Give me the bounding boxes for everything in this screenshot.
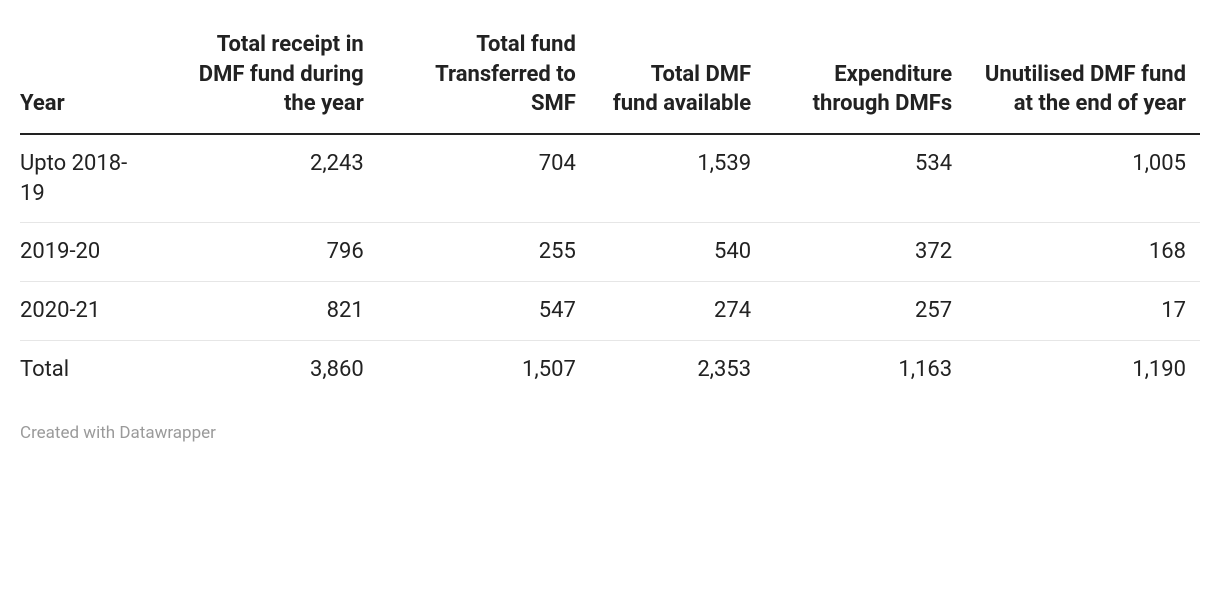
cell-value: 1,190 xyxy=(966,340,1200,398)
col-header-receipt: Total receipt in DMF fund during the yea… xyxy=(154,20,378,134)
table-row-total: Total 3,860 1,507 2,353 1,163 1,190 xyxy=(20,340,1200,398)
cell-value: 168 xyxy=(966,223,1200,282)
table-container: Year Total receipt in DMF fund during th… xyxy=(20,20,1200,443)
cell-value: 17 xyxy=(966,282,1200,341)
cell-year: 2020-21 xyxy=(20,282,154,341)
table-header-row: Year Total receipt in DMF fund during th… xyxy=(20,20,1200,134)
col-header-transferred: Total fund Transferred to SMF xyxy=(378,20,590,134)
cell-value: 3,860 xyxy=(154,340,378,398)
cell-value: 255 xyxy=(378,223,590,282)
cell-value: 1,005 xyxy=(966,134,1200,223)
cell-year: Total xyxy=(20,340,154,398)
cell-value: 547 xyxy=(378,282,590,341)
cell-value: 534 xyxy=(765,134,966,223)
cell-value: 796 xyxy=(154,223,378,282)
table-row: 2019-20 796 255 540 372 168 xyxy=(20,223,1200,282)
attribution-text: Created with Datawrapper xyxy=(20,423,1200,443)
col-header-unutilised: Unutilised DMF fund at the end of year xyxy=(966,20,1200,134)
cell-value: 274 xyxy=(590,282,765,341)
cell-value: 1,507 xyxy=(378,340,590,398)
cell-value: 821 xyxy=(154,282,378,341)
cell-value: 2,243 xyxy=(154,134,378,223)
col-header-available: Total DMF fund available xyxy=(590,20,765,134)
cell-year: Upto 2018-19 xyxy=(20,134,154,223)
cell-value: 1,539 xyxy=(590,134,765,223)
cell-value: 1,163 xyxy=(765,340,966,398)
cell-value: 2,353 xyxy=(590,340,765,398)
dmf-fund-table: Year Total receipt in DMF fund during th… xyxy=(20,20,1200,399)
table-row: 2020-21 821 547 274 257 17 xyxy=(20,282,1200,341)
cell-value: 704 xyxy=(378,134,590,223)
cell-value: 372 xyxy=(765,223,966,282)
col-header-year: Year xyxy=(20,20,154,134)
col-header-expenditure: Expenditure through DMFs xyxy=(765,20,966,134)
table-row: Upto 2018-19 2,243 704 1,539 534 1,005 xyxy=(20,134,1200,223)
cell-value: 540 xyxy=(590,223,765,282)
cell-year: 2019-20 xyxy=(20,223,154,282)
cell-value: 257 xyxy=(765,282,966,341)
